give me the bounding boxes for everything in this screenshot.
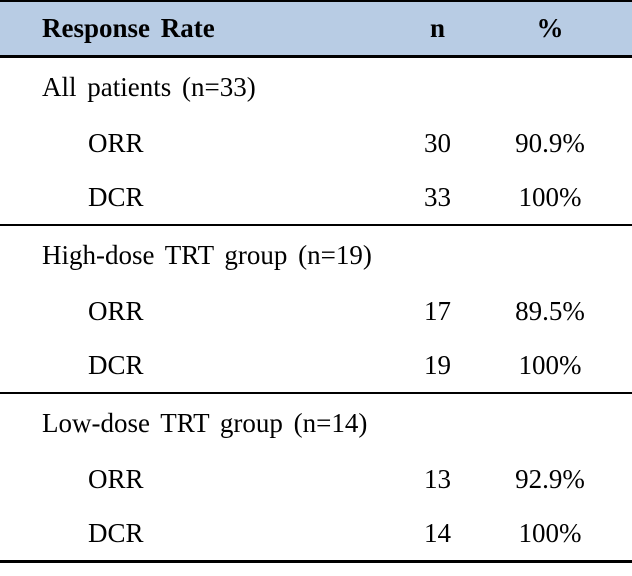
section-label-row: Low-dose TRT group (n=14) xyxy=(0,393,632,452)
table-row: ORR 17 89.5% xyxy=(0,284,632,338)
table-row: ORR 30 90.9% xyxy=(0,116,632,170)
n-value: 30 xyxy=(424,127,451,158)
percent-value: 89.5% xyxy=(515,295,585,326)
percent-value: 92.9% xyxy=(515,463,585,494)
row-label: DCR xyxy=(88,517,144,548)
table-row: DCR 14 100% xyxy=(0,506,632,562)
table-row: ORR 13 92.9% xyxy=(0,452,632,506)
section-label: Low-dose TRT group (n=14) xyxy=(42,407,368,438)
section-label: High-dose TRT group (n=19) xyxy=(42,239,372,270)
section-label-row: High-dose TRT group (n=19) xyxy=(0,225,632,284)
table-row: DCR 19 100% xyxy=(0,338,632,393)
row-label: ORR xyxy=(88,295,144,326)
n-value: 33 xyxy=(424,181,451,212)
n-value: 17 xyxy=(424,295,451,326)
section-high-dose: High-dose TRT group (n=19) ORR 17 89.5% … xyxy=(0,225,632,393)
row-label: ORR xyxy=(88,463,144,494)
row-label: DCR xyxy=(88,181,144,212)
n-value: 14 xyxy=(424,517,451,548)
section-label: All patients (n=33) xyxy=(42,71,256,102)
column-header-n: n xyxy=(375,1,500,58)
n-value: 19 xyxy=(424,349,451,380)
n-value: 13 xyxy=(424,463,451,494)
table-row: DCR 33 100% xyxy=(0,170,632,225)
row-label: ORR xyxy=(88,127,144,158)
response-rate-table: Response Rate n % All patients (n=33) OR… xyxy=(0,0,632,562)
percent-value: 100% xyxy=(518,349,582,380)
section-low-dose: Low-dose TRT group (n=14) ORR 13 92.9% D… xyxy=(0,393,632,562)
percent-value: 90.9% xyxy=(515,127,585,158)
section-label-row: All patients (n=33) xyxy=(0,57,632,117)
percent-value: 100% xyxy=(518,517,582,548)
row-label: DCR xyxy=(88,349,144,380)
table-header: Response Rate n % xyxy=(0,1,632,58)
column-header-percent: % xyxy=(500,1,632,58)
percent-value: 100% xyxy=(518,181,582,212)
section-all-patients: All patients (n=33) ORR 30 90.9% DCR 33 … xyxy=(0,57,632,225)
header-row: Response Rate n % xyxy=(0,1,632,58)
column-header-response-rate: Response Rate xyxy=(0,1,375,58)
